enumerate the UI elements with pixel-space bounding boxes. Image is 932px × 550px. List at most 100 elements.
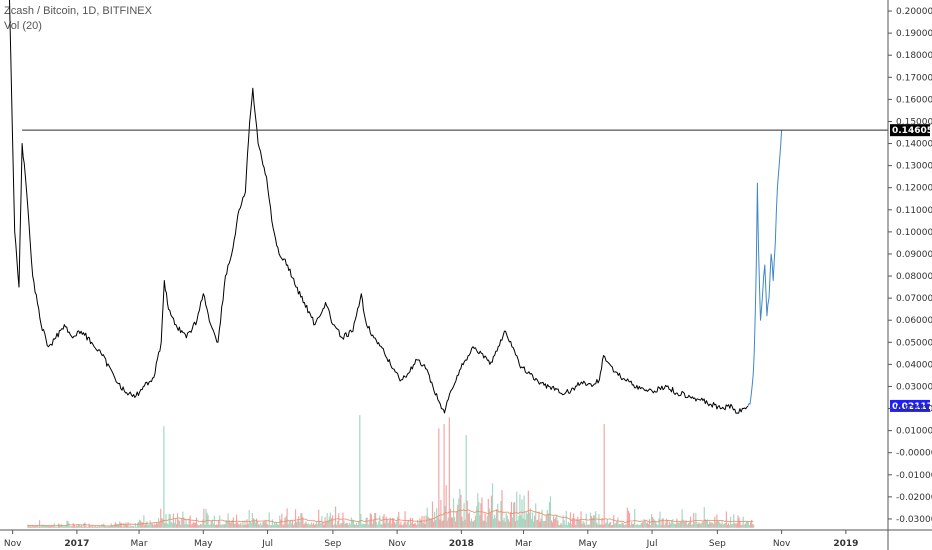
volume-bar [723, 523, 725, 528]
volume-bar [558, 524, 560, 528]
volume-bar [307, 523, 309, 528]
volume-bar [50, 525, 52, 528]
volume-bar [444, 505, 446, 528]
volume-bar [549, 496, 552, 528]
volume-bar [168, 514, 170, 528]
volume-bar [263, 520, 265, 528]
volume-bar [509, 512, 512, 528]
volume-bar [272, 525, 275, 528]
volume-bar [333, 523, 336, 528]
volume-bar [239, 524, 241, 528]
volume-bar [194, 522, 197, 528]
volume-bar [183, 517, 185, 528]
volume-bar [181, 518, 183, 528]
volume-bar [289, 519, 291, 528]
volume-bar [133, 526, 135, 528]
volume-bar [148, 524, 150, 528]
volume-bar [358, 520, 360, 528]
volume-bar [112, 526, 114, 528]
volume-bar [326, 513, 328, 528]
level-badge [890, 124, 930, 137]
volume-bar [542, 521, 544, 528]
volume-bar [156, 523, 159, 528]
volume-bar [610, 525, 613, 528]
x-tick-label: 2019 [833, 539, 858, 549]
volume-bar [400, 521, 402, 528]
volume-bar [186, 523, 188, 528]
x-tick-label: Mar [515, 539, 532, 549]
volume-bar [413, 523, 416, 528]
volume-bar [293, 523, 296, 528]
volume-bar [583, 522, 585, 528]
volume-bar [282, 524, 284, 528]
volume-bar [252, 518, 255, 528]
volume-bar [377, 524, 379, 528]
volume-bar [596, 522, 598, 528]
volume-bar [661, 518, 663, 528]
volume-bar [173, 522, 176, 528]
volume-bar [274, 523, 277, 528]
volume-bar [658, 518, 660, 528]
volume-bar [645, 523, 647, 528]
volume-bar [535, 503, 537, 528]
horizontal-level[interactable]: 0.146057 0.021179 [22, 124, 932, 412]
volume-bar [431, 501, 434, 528]
volume-bar [616, 521, 618, 528]
volume-bar [511, 517, 514, 528]
volume-bar [372, 520, 375, 528]
volume-bar [313, 524, 316, 528]
volume-bar [588, 524, 591, 528]
volume-bar [613, 515, 615, 528]
volume-bar [750, 522, 752, 528]
volume-bar [185, 519, 187, 528]
volume-bar [454, 517, 456, 528]
volume-bar [681, 509, 683, 528]
volume-bar [746, 520, 749, 528]
volume-bar [660, 525, 662, 528]
volume-bar [438, 428, 440, 528]
volume-bar [350, 517, 352, 528]
volume-bar [635, 525, 637, 528]
volume-bar [443, 424, 445, 528]
volume-bar [319, 521, 321, 528]
volume-bar [164, 523, 166, 528]
volume-bar [356, 523, 358, 528]
volume-bar [314, 524, 317, 528]
volume-bar [362, 523, 364, 528]
x-tick-label: Sep [324, 539, 341, 549]
volume-bar [696, 521, 698, 528]
volume-bar [101, 524, 103, 528]
volume-bar [77, 523, 80, 528]
volume-bar [740, 524, 742, 528]
y-tick-label: -0.010000 [896, 471, 932, 481]
volume-bar [481, 497, 483, 528]
volume-bar [126, 525, 128, 528]
volume-bar [402, 524, 404, 528]
volume-bar [644, 520, 646, 528]
volume-bar [380, 524, 382, 528]
volume-bar [113, 524, 115, 528]
volume-bar [363, 524, 365, 528]
volume-bar [500, 501, 502, 528]
volume-bar [37, 526, 40, 528]
volume-bar [576, 518, 578, 528]
volume-bar [169, 514, 171, 528]
volume-bar [294, 509, 297, 528]
volume-bar [412, 524, 415, 528]
volume-bar [339, 524, 341, 528]
volume-bar [278, 524, 280, 528]
volume-bar [397, 516, 399, 528]
volume-bar [595, 511, 597, 528]
volume-bar [43, 525, 45, 528]
price-series [9, 0, 783, 414]
volume-bar [172, 513, 174, 528]
volume-bar [342, 512, 344, 528]
volume-bar [445, 485, 447, 528]
volume-bar [653, 518, 655, 528]
volume-bar [520, 515, 522, 528]
volume-bar [391, 517, 394, 528]
volume-bar [116, 524, 119, 528]
volume-bar [571, 518, 574, 528]
volume-bar [124, 524, 126, 528]
